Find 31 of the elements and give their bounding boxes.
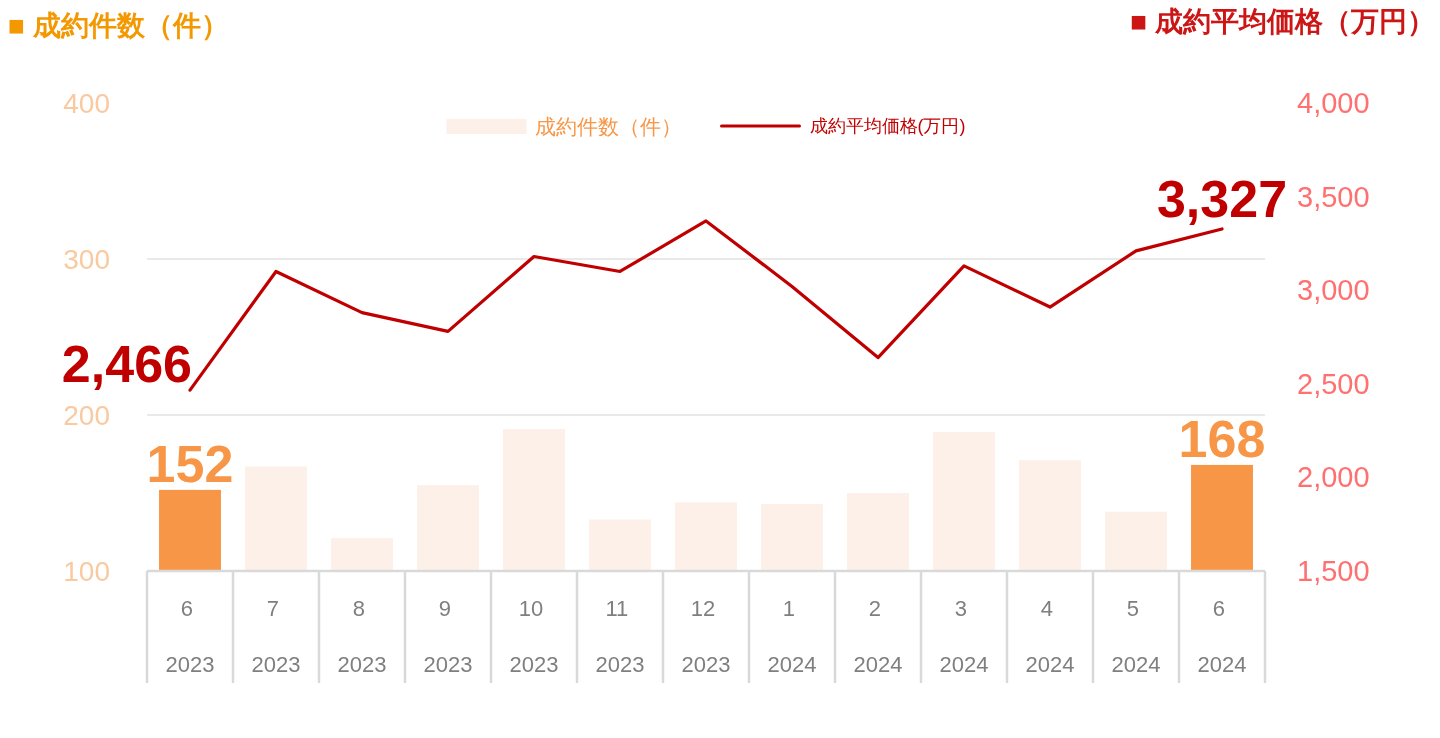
category-label: 6 2023: [165, 595, 215, 677]
category-label: 7 2023: [251, 595, 301, 677]
data-label: 168: [1178, 409, 1266, 468]
y-axis-title: ■ 成約件数（件）: [8, 9, 229, 41]
y2-tick-label: 3,000: [1297, 274, 1370, 307]
category-label: 2 2024: [853, 595, 903, 677]
category-label: 8 2023: [337, 595, 387, 677]
data-label: 2,466: [61, 335, 192, 394]
data-label: 3,327: [1156, 169, 1288, 228]
y2-tick-label: 1,500: [1297, 555, 1370, 587]
y-tick-label: 200: [63, 399, 110, 431]
category-label: 12 2023: [681, 595, 731, 677]
y-tick-label: 100: [63, 555, 110, 587]
category-label: 4 2024: [1025, 595, 1075, 677]
category-label: 1 2024: [767, 595, 817, 677]
y-tick-label: 300: [63, 243, 110, 275]
category-label: 10 2023: [509, 595, 559, 677]
legend-label: 成約件数（件）: [534, 114, 682, 138]
category-label: 5 2024: [1111, 595, 1161, 677]
category-label: 3 2024: [939, 595, 989, 677]
y2-axis-title: ■ 成約平均価格（万円）: [1130, 5, 1435, 37]
y2-tick-label: 3,500: [1297, 180, 1370, 213]
category-label: 11 2023: [595, 595, 645, 677]
y2-tick-label: 4,000: [1297, 87, 1370, 119]
category-label: 6 2024: [1197, 595, 1247, 677]
category-label: 9 2023: [423, 595, 473, 677]
legend-label: 成約平均価格(万円): [809, 116, 966, 136]
y2-tick-label: 2,000: [1297, 461, 1370, 494]
y-tick-label: 400: [63, 87, 110, 119]
y2-tick-label: 2,500: [1297, 367, 1370, 400]
data-label: 152: [146, 434, 234, 493]
